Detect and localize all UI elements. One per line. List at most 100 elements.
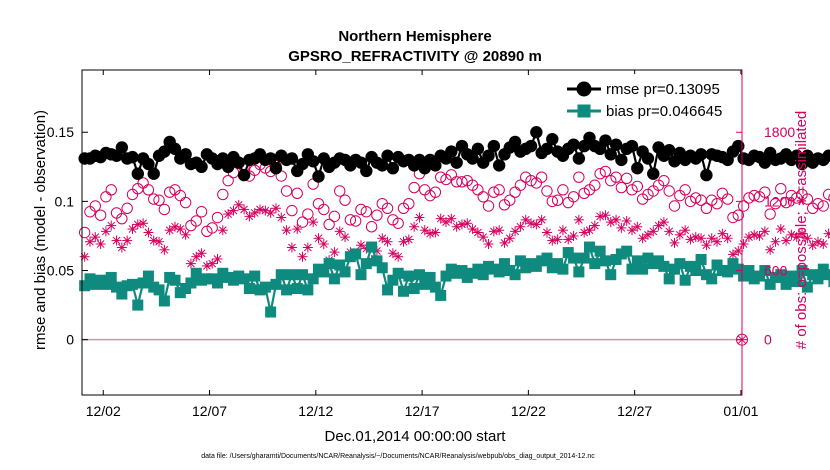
bias-point — [812, 273, 824, 285]
rmse-point — [158, 145, 171, 158]
possible-marker — [514, 179, 527, 191]
possible-marker — [615, 181, 628, 194]
rmse-point — [758, 156, 772, 169]
possible-marker — [355, 203, 367, 216]
possible-marker — [392, 217, 404, 229]
bias-point — [631, 255, 643, 267]
assimilated-marker — [132, 219, 143, 230]
assimilated-marker — [281, 225, 292, 236]
assimilated-marker — [409, 221, 420, 232]
possible-marker — [828, 193, 830, 203]
assimilated-marker — [122, 235, 133, 246]
rmse-point — [237, 168, 251, 182]
rmse-point — [142, 157, 155, 171]
bias-point — [190, 267, 202, 279]
assimilated-marker — [138, 218, 149, 229]
assimilated-marker — [435, 213, 446, 224]
bias-point — [669, 263, 681, 275]
rmse-point — [567, 138, 580, 151]
assimilated-marker — [616, 222, 627, 233]
rmse-point — [530, 126, 543, 139]
possible-marker — [158, 203, 171, 216]
rmse-point — [609, 138, 623, 151]
bias-point — [153, 284, 165, 296]
possible-marker — [535, 171, 548, 183]
bias-point — [456, 265, 468, 277]
chart-title-line1: Northern Hemisphere — [338, 28, 491, 45]
bias-point — [823, 269, 830, 281]
assimilated-marker — [680, 225, 691, 236]
y-right-tick-label: 1800 — [764, 124, 795, 140]
assimilated-marker — [217, 225, 228, 236]
assimilated-marker — [791, 232, 802, 243]
rmse-point — [312, 170, 325, 183]
possible-marker — [429, 186, 442, 198]
rmse-point — [195, 160, 208, 174]
rmse-point — [641, 152, 655, 165]
bias-point — [339, 266, 351, 278]
rmse-point — [147, 167, 160, 180]
rmse-point — [540, 142, 554, 156]
bias-point — [791, 276, 803, 288]
possible-marker — [737, 200, 750, 212]
y-left-tick-label: 0 — [66, 332, 74, 348]
assimilated-marker — [403, 234, 414, 245]
assimilated-marker — [244, 211, 255, 222]
possible-marker — [764, 208, 776, 220]
bias-point — [105, 271, 117, 283]
bias-point — [259, 281, 271, 293]
assimilated-marker — [536, 214, 547, 225]
assimilated-marker — [164, 225, 175, 236]
assimilated-marker — [664, 226, 675, 237]
possible-marker — [759, 186, 771, 198]
rmse-point — [126, 150, 139, 164]
possible-marker — [488, 186, 500, 198]
assimilated-marker — [520, 214, 531, 225]
possible-marker — [732, 209, 744, 221]
bias-point — [610, 253, 622, 265]
assimilated-marker — [568, 230, 579, 241]
rmse-point — [827, 150, 830, 161]
bias-point — [397, 285, 409, 297]
possible-marker — [567, 191, 580, 203]
bias-point — [249, 270, 261, 282]
rmse-point — [285, 152, 299, 165]
assimilated-marker — [318, 239, 329, 250]
bias-point — [493, 266, 505, 278]
assimilated-marker — [196, 248, 207, 259]
bias-point — [328, 273, 340, 285]
possible-marker — [334, 185, 346, 197]
assimilated-marker — [329, 247, 340, 258]
y-right-tick-label: 1200 — [764, 193, 795, 209]
assimilated-marker — [770, 236, 781, 247]
rmse-point — [376, 159, 389, 172]
x-tick-label: 12/07 — [192, 403, 227, 419]
bias-point — [759, 265, 771, 277]
assimilated-marker — [419, 225, 430, 236]
possible-marker — [344, 214, 357, 226]
bias-point — [297, 269, 309, 281]
rmse-point — [131, 167, 144, 180]
assimilated-marker — [600, 210, 611, 221]
y-right-tick-label: 0 — [764, 332, 772, 348]
assimilated-marker — [148, 235, 159, 246]
rmse-point — [429, 159, 442, 172]
rmse-point — [232, 156, 245, 169]
rmse-point — [482, 149, 495, 162]
assimilated-marker — [159, 244, 170, 255]
assimilated-marker — [494, 225, 505, 236]
assimilated-marker — [446, 213, 457, 224]
legend-bias-label: bias pr=0.046645 — [606, 103, 722, 120]
assimilated-marker — [286, 242, 297, 253]
bias-point — [817, 263, 829, 275]
possible-marker — [482, 200, 495, 212]
assimilated-marker — [632, 221, 643, 232]
possible-marker — [812, 197, 824, 210]
possible-marker — [599, 165, 612, 178]
assimilated-marker — [382, 236, 393, 247]
bias-point — [350, 248, 362, 260]
bias-point — [360, 258, 372, 270]
bias-point — [732, 263, 744, 275]
x-axis-label: Dec.01,2014 00:00:00 start — [325, 428, 507, 445]
bias-point — [568, 252, 580, 264]
